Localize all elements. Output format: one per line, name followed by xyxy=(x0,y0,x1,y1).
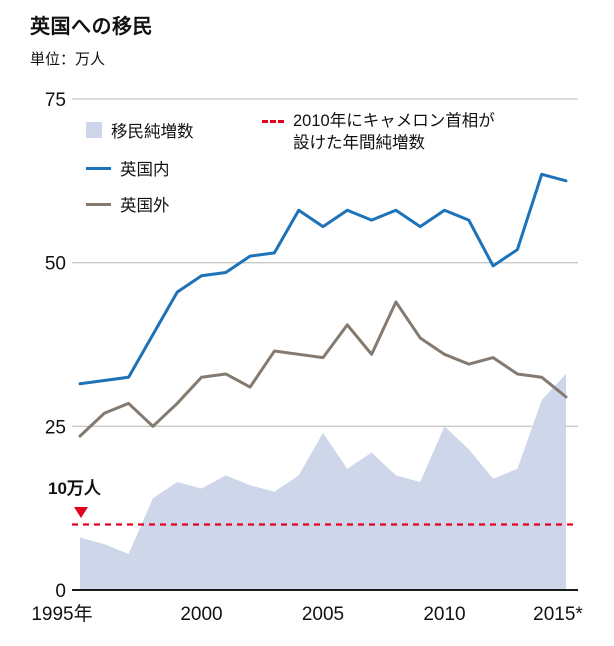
svg-text:1995年: 1995年 xyxy=(31,603,92,625)
cap-marker-triangle-icon xyxy=(74,507,88,518)
svg-text:75: 75 xyxy=(45,90,66,111)
chart-title: 英国への移民 xyxy=(30,16,153,38)
cap-dash-sample-icon xyxy=(262,120,284,123)
svg-text:2000: 2000 xyxy=(180,604,222,625)
cap-value-label: 10万人 xyxy=(48,479,101,498)
cap-legend-line2: 設けた年間純増数 xyxy=(293,134,425,153)
nonuk-line-sample-icon xyxy=(86,202,111,206)
legend-label-nonuk: 英国外 xyxy=(120,197,170,215)
cap-legend-line1: 2010年にキャメロン首相が xyxy=(293,112,495,130)
uk-line-sample-icon xyxy=(86,166,111,170)
svg-text:2015*: 2015* xyxy=(533,604,583,625)
legend-label-net-increase: 移民純増数 xyxy=(111,123,194,141)
area-swatch-icon xyxy=(86,122,102,138)
chart-header: 英国への移民 単位：万人 xyxy=(0,0,614,80)
legend-item-cap-line: 2010年にキャメロン首相が 設けた年間純増数 xyxy=(262,110,495,155)
legend-item-net-increase: 移民純増数 xyxy=(86,118,194,142)
svg-text:2005: 2005 xyxy=(302,604,344,625)
svg-text:50: 50 xyxy=(45,254,66,275)
cap-legend-text: 2010年にキャメロン首相が 設けた年間純増数 xyxy=(293,110,495,155)
svg-text:0: 0 xyxy=(55,581,66,602)
chart-area: 0 25 50 75 1995年 2000 2005 2010 2015* 移民純増数 英国内 … xyxy=(0,80,614,641)
chart-unit-label: 単位：万人 xyxy=(30,51,106,68)
svg-text:2010: 2010 xyxy=(423,604,465,625)
svg-text:25: 25 xyxy=(45,417,66,438)
legend-item-nonuk: 英国外 xyxy=(86,192,170,216)
cap-annotation: 10万人 xyxy=(48,474,101,518)
legend-item-uk: 英国内 xyxy=(86,156,170,180)
chart-svg: 0 25 50 75 1995年 2000 2005 2010 2015* xyxy=(31,90,583,625)
legend-label-uk: 英国内 xyxy=(120,161,170,179)
